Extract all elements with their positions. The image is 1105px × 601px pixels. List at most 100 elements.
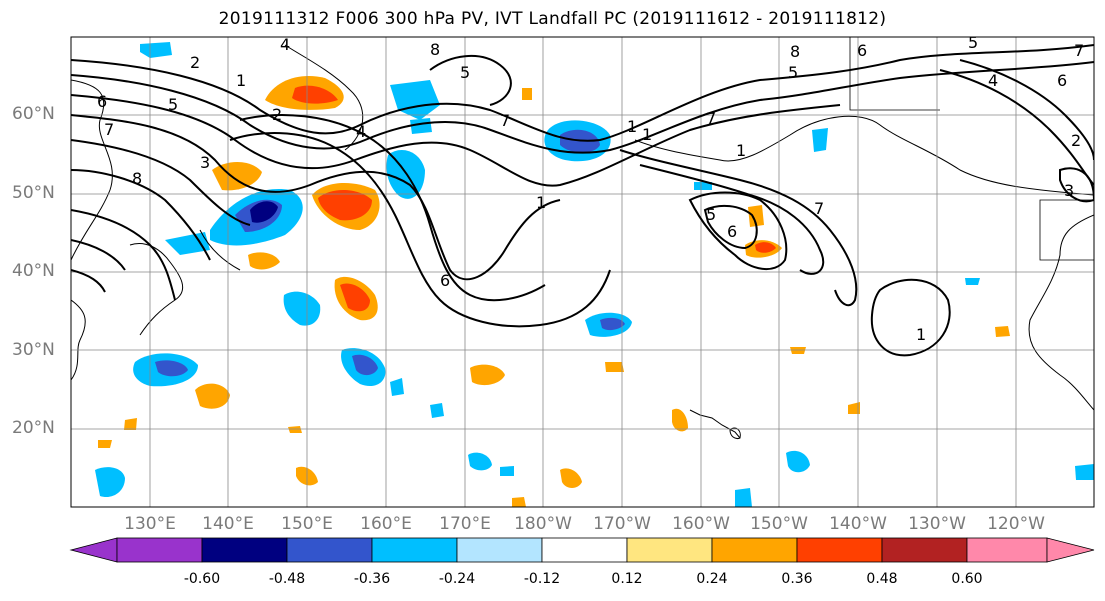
contour-label: 3	[1064, 181, 1074, 200]
contour-label: 7	[500, 111, 510, 130]
pv-positive-region	[98, 440, 112, 448]
contour-label: 2	[1071, 131, 1081, 150]
contour-label: 6	[97, 92, 107, 111]
colorbar-bin	[796, 537, 883, 563]
coastlines	[71, 37, 1094, 439]
pv-negative-region	[812, 128, 828, 152]
pv-negative-region	[600, 317, 625, 331]
contour-label: 5	[460, 63, 470, 82]
pv-positive-region	[790, 347, 806, 354]
pv-positive-region	[124, 418, 137, 430]
colorbar-tick-label: 0.60	[951, 571, 983, 587]
pv-negative-region	[468, 452, 492, 471]
colorbar-tick-label: 0.12	[611, 571, 643, 587]
contour-label: 8	[430, 40, 440, 59]
lat-label: 50°N	[12, 183, 55, 203]
pv-positive-region	[522, 88, 532, 100]
colorbar-tick-label: -0.24	[438, 571, 476, 587]
contour-label: 7	[104, 120, 114, 139]
pv-positive-region	[560, 468, 582, 488]
contour-label: 6	[727, 222, 737, 241]
pv-negative-region	[965, 278, 980, 285]
pv-negative-region	[155, 360, 188, 377]
colorbar-bin	[966, 537, 1048, 563]
colorbar-extend-low	[69, 537, 118, 563]
lon-label: 160°E	[360, 514, 412, 534]
colorbar-bin	[541, 537, 628, 563]
ivt-contours	[71, 44, 1094, 357]
lon-label: 180°W	[514, 514, 572, 534]
pv-positive-region	[512, 497, 526, 507]
pv-negative-region	[250, 201, 278, 223]
lon-label: 140°W	[829, 514, 887, 534]
contour-label: 5	[706, 205, 716, 224]
lat-label: 20°N	[12, 418, 55, 438]
pv-negative-region	[694, 182, 712, 190]
pv-positive-region	[292, 85, 338, 104]
colorbar-tick-label: -0.48	[268, 571, 306, 587]
pv-negative-region	[1075, 464, 1094, 480]
colorbar-tick-label: -0.60	[183, 571, 221, 587]
contour-label: 6	[857, 41, 867, 60]
contour-label: 1	[916, 325, 926, 344]
colorbar-bin	[286, 537, 373, 563]
pv-negative-region	[735, 488, 752, 507]
pv-positive-region	[848, 402, 860, 414]
colorbar-bin	[456, 537, 543, 563]
lon-label: 140°E	[202, 514, 254, 534]
colorbar-extend-high	[1046, 537, 1095, 563]
lon-label: 160°W	[672, 514, 730, 534]
colorbar-bin	[371, 537, 458, 563]
pv-positive-region	[605, 362, 624, 372]
contour-label: 1	[627, 117, 637, 136]
pv-positive-region	[672, 408, 688, 432]
pv-positive-region	[318, 189, 372, 221]
colorbar	[69, 537, 1095, 563]
contour-label: 2	[272, 105, 282, 124]
pv-negative-region	[165, 232, 210, 255]
pv-positive-region	[755, 242, 776, 253]
pv-positive-region	[248, 252, 280, 270]
colorbar-bin	[711, 537, 798, 563]
contour-label: 2	[190, 53, 200, 72]
contour-label: 4	[356, 122, 366, 141]
contour-label: 7	[1074, 41, 1084, 60]
colorbar-bin	[201, 537, 288, 563]
colorbar-tick-label: 0.48	[866, 571, 898, 587]
pv-positive-region	[288, 426, 302, 433]
lon-label: 150°W	[750, 514, 808, 534]
pv-positive-region	[340, 283, 370, 312]
lat-label: 60°N	[12, 104, 55, 124]
lon-label: 120°W	[987, 514, 1045, 534]
colorbar-tick-label: -0.12	[523, 571, 561, 587]
contour-label: 3	[200, 153, 210, 172]
pv-positive-region	[748, 205, 764, 227]
colorbar-tick-label: 0.24	[696, 571, 728, 587]
pv-positive-region	[995, 326, 1010, 337]
pv-positive-region	[470, 364, 505, 386]
lat-label: 40°N	[12, 261, 55, 281]
pv-negative-region	[390, 378, 404, 396]
contour-label: 8	[790, 42, 800, 61]
contour-label: 1	[536, 193, 546, 212]
map-frame	[70, 36, 1095, 508]
contour-label-group: 4 8 5 2 1 6 5 7 8 1 2 3 4 6 5 6 1 7 6 5 …	[97, 33, 1084, 344]
contour-label: 6	[1057, 71, 1067, 90]
pv-positive-region	[195, 383, 230, 409]
contour-label: 4	[988, 71, 998, 90]
lon-label: 170°W	[593, 514, 651, 534]
contour-label: 5	[788, 63, 798, 82]
contour-label: 1	[236, 71, 246, 90]
pv-negative-region	[500, 466, 514, 476]
pv-negative-region	[430, 403, 444, 418]
contour-label: 5	[168, 95, 178, 114]
contour-label: 1	[642, 125, 652, 144]
pv-negative-region	[140, 42, 172, 58]
contour-label: 4	[280, 35, 290, 54]
lon-label: 150°E	[281, 514, 333, 534]
pv-negative-region	[352, 354, 378, 376]
lon-label: 130°W	[908, 514, 966, 534]
figure-title: 2019111312 F006 300 hPa PV, IVT Landfall…	[218, 9, 887, 29]
contour-label: 5	[968, 33, 978, 52]
